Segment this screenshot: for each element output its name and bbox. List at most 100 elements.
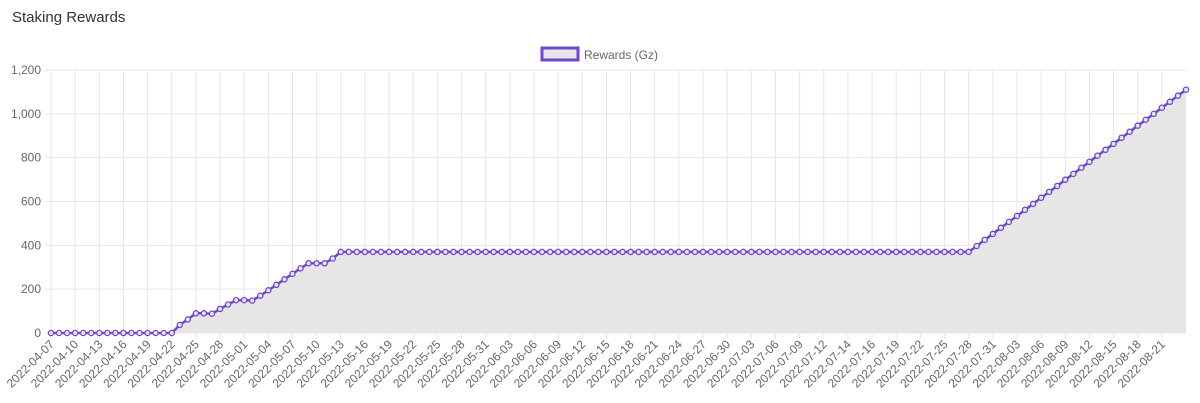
point <box>345 248 353 256</box>
point <box>426 248 433 256</box>
point <box>1142 116 1150 124</box>
point <box>458 248 465 256</box>
point <box>490 248 497 256</box>
point <box>852 248 860 256</box>
point <box>1102 146 1109 154</box>
point <box>554 248 562 256</box>
point <box>96 329 103 337</box>
y-tick-label: 800 <box>21 151 41 165</box>
point <box>47 329 55 337</box>
point <box>643 248 650 256</box>
point <box>120 329 127 337</box>
point <box>595 248 602 256</box>
point <box>1037 194 1045 202</box>
point <box>418 248 425 256</box>
point <box>812 248 819 256</box>
point <box>1166 98 1174 106</box>
point <box>385 248 393 256</box>
point <box>868 248 876 256</box>
point <box>1005 218 1013 226</box>
point <box>691 248 699 256</box>
point <box>216 305 224 313</box>
point <box>128 329 135 337</box>
point <box>369 248 377 256</box>
point <box>804 248 811 256</box>
point <box>514 248 522 256</box>
point <box>740 248 747 256</box>
point <box>627 248 634 256</box>
point <box>393 248 401 256</box>
point <box>651 248 658 256</box>
point <box>844 248 852 256</box>
point <box>184 316 192 323</box>
point <box>901 248 908 256</box>
point <box>434 248 441 256</box>
point <box>981 236 989 244</box>
point <box>667 248 675 256</box>
point <box>989 230 997 238</box>
point <box>997 224 1005 232</box>
point <box>1150 110 1158 118</box>
point <box>87 329 95 337</box>
point <box>1078 164 1085 171</box>
y-tick-label: 600 <box>21 195 41 209</box>
point <box>707 248 715 256</box>
point <box>208 310 216 317</box>
point <box>1029 200 1037 208</box>
y-tick-label: 200 <box>21 282 41 296</box>
point <box>756 248 763 256</box>
point <box>1062 176 1069 184</box>
point <box>1094 152 1101 159</box>
point <box>611 248 618 256</box>
point <box>949 248 956 256</box>
point <box>933 248 940 256</box>
point <box>603 248 610 256</box>
point <box>699 248 707 256</box>
point <box>257 292 264 299</box>
point <box>587 248 594 256</box>
line <box>51 88 1187 335</box>
point <box>675 248 683 256</box>
point <box>224 301 232 308</box>
point <box>925 248 932 256</box>
y-tick-label: 1,000 <box>11 107 41 121</box>
point <box>377 248 385 256</box>
point <box>1182 86 1190 93</box>
point <box>538 248 546 256</box>
point <box>136 329 143 337</box>
point <box>79 329 87 337</box>
y-tick-label: 400 <box>21 238 41 252</box>
point <box>780 248 787 256</box>
point <box>361 248 369 256</box>
point <box>1110 140 1117 148</box>
legend-label: Rewards (Gz) <box>584 48 658 62</box>
point <box>683 248 691 256</box>
point <box>715 248 723 256</box>
point <box>450 248 457 256</box>
point <box>71 329 79 337</box>
point <box>1174 92 1182 99</box>
point <box>232 296 240 304</box>
point <box>1134 122 1141 129</box>
point <box>1158 104 1166 111</box>
point <box>860 248 868 256</box>
point <box>562 248 570 256</box>
point <box>329 255 336 262</box>
legend-swatch <box>540 46 580 62</box>
point <box>409 248 417 256</box>
point <box>973 242 980 250</box>
point <box>240 296 248 304</box>
point <box>297 265 304 272</box>
point <box>289 270 296 278</box>
point <box>1021 206 1029 214</box>
point <box>248 297 256 304</box>
point <box>401 248 409 256</box>
point <box>474 248 481 256</box>
point <box>1045 188 1053 196</box>
point <box>659 248 667 256</box>
chart-title: Staking Rewards <box>12 9 125 26</box>
point <box>876 248 884 256</box>
point <box>965 248 972 256</box>
point <box>1053 182 1061 190</box>
